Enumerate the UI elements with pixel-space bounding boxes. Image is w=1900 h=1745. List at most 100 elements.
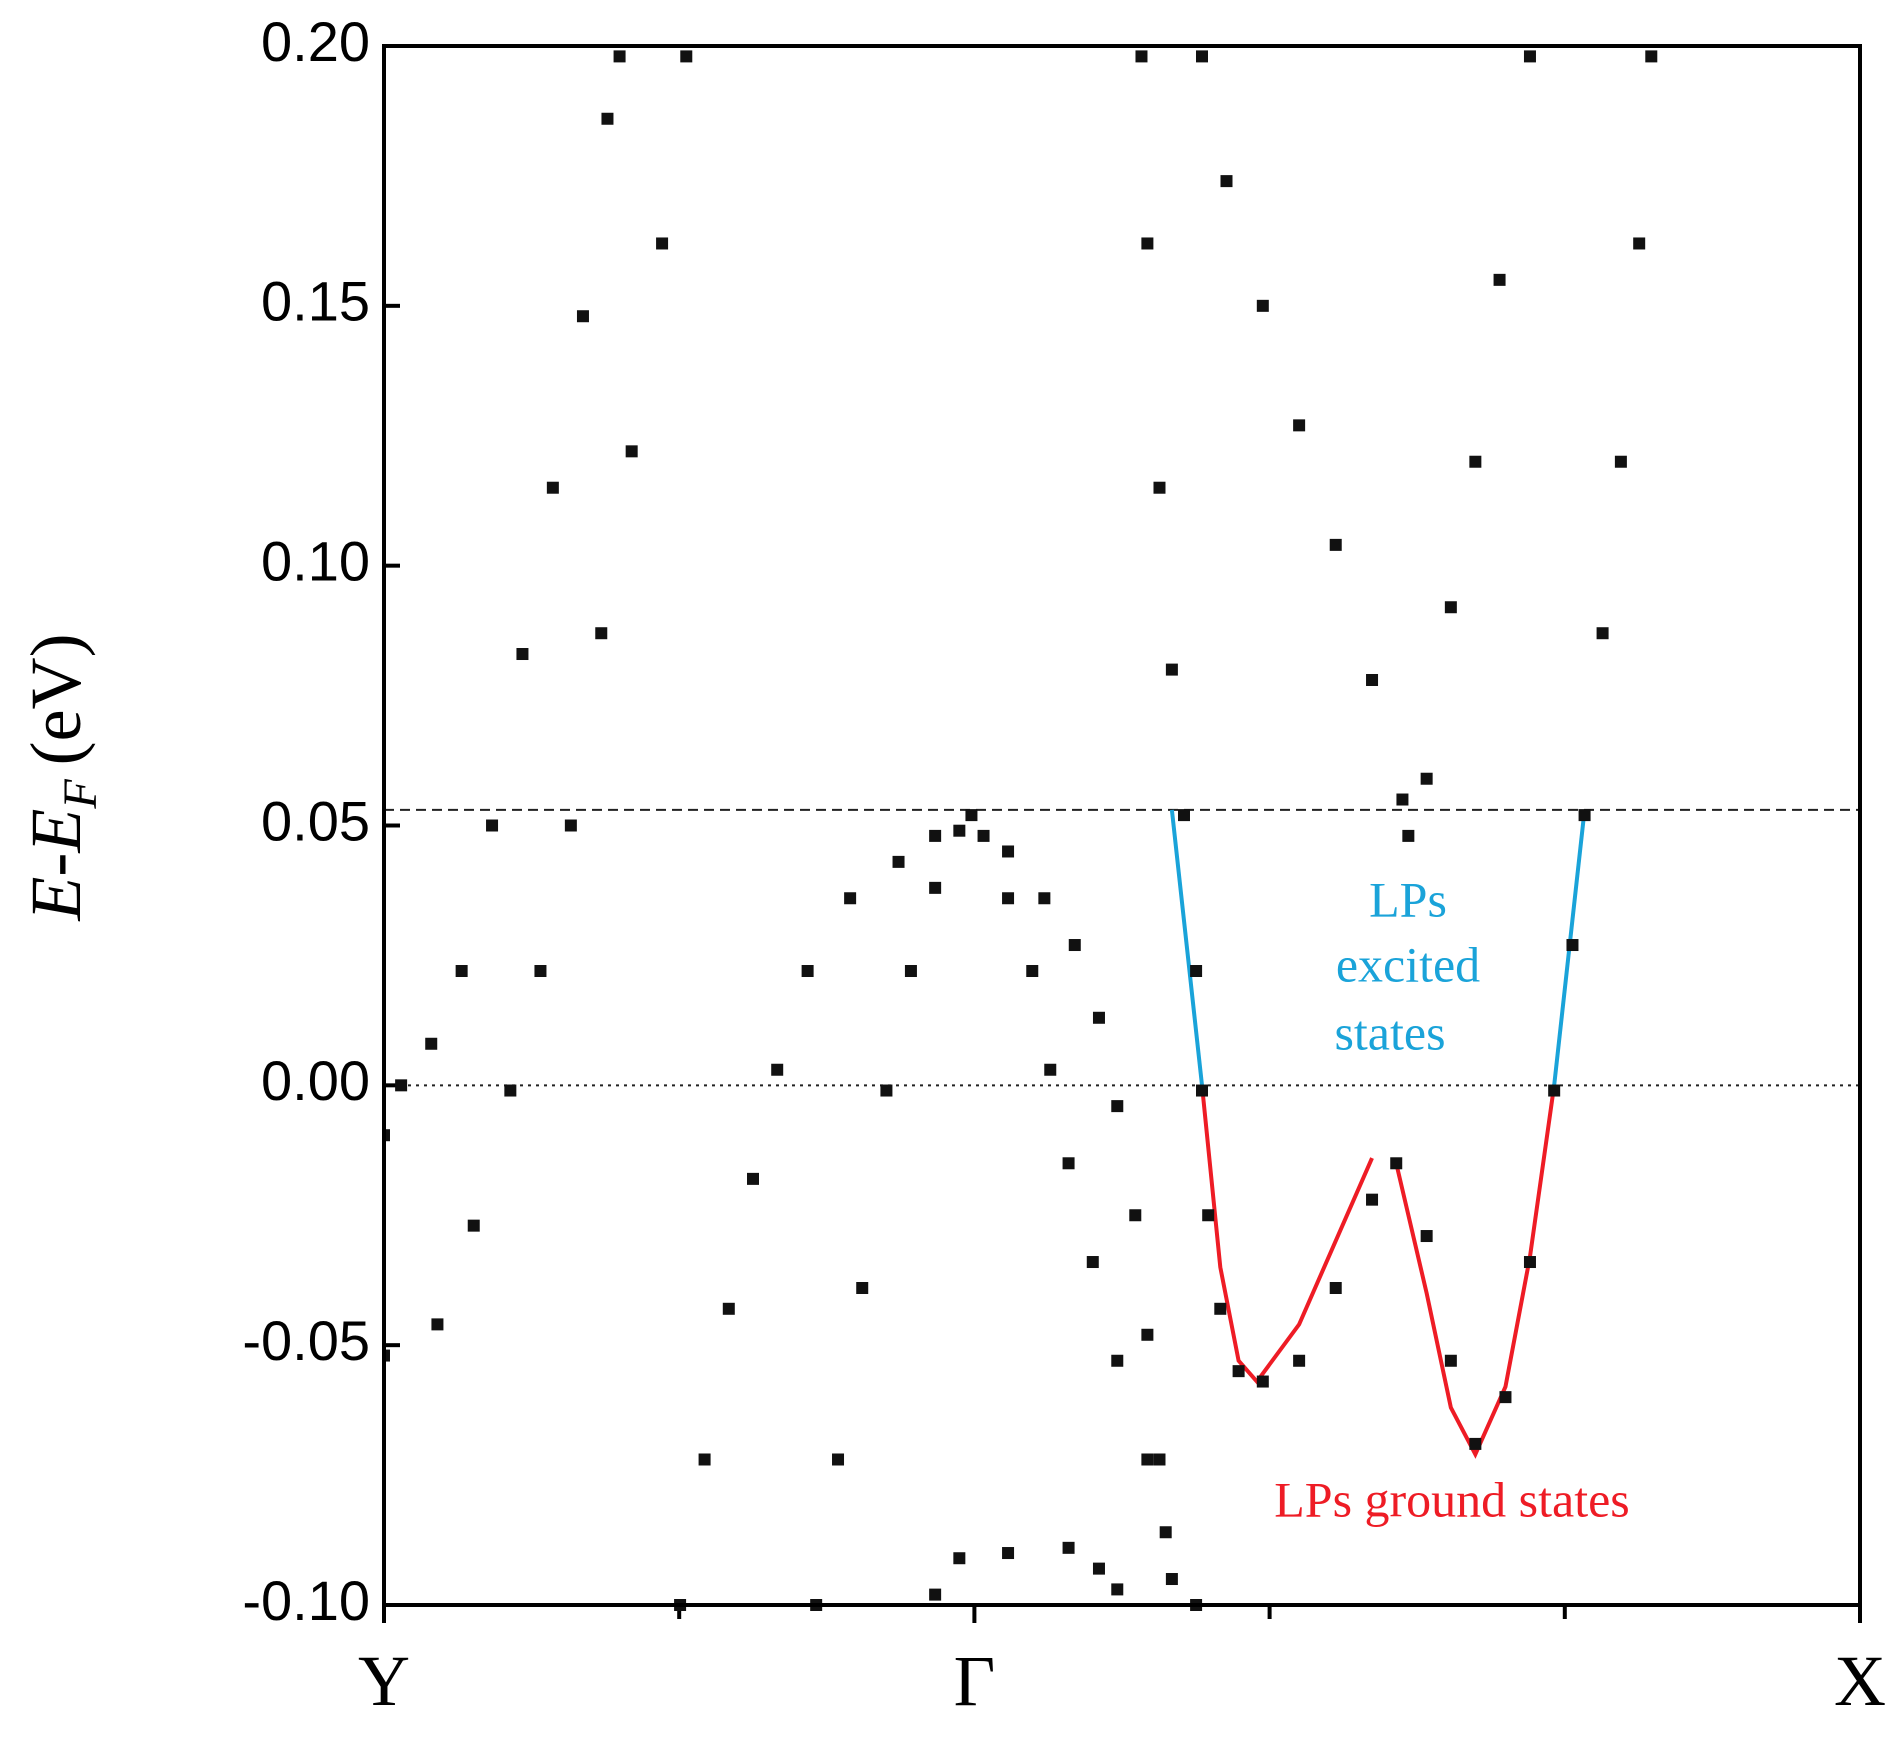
band-point (929, 1588, 942, 1601)
band-point (1202, 1209, 1215, 1222)
band-point (1578, 809, 1591, 822)
y-axis-label: E-EF (eV) (16, 633, 107, 921)
band-point (1420, 1230, 1433, 1243)
band-point (1499, 1391, 1512, 1404)
band-point (1420, 772, 1433, 785)
band-point (1135, 50, 1148, 63)
band-point (1614, 455, 1627, 468)
annotation: excited (1336, 936, 1480, 992)
band-point (953, 1552, 966, 1565)
x-tick-label: X (1834, 1641, 1886, 1721)
band-point (425, 1037, 438, 1050)
band-point (1444, 1354, 1457, 1367)
plot-area (384, 50, 1658, 1611)
band-point (1523, 1256, 1536, 1269)
band-point (534, 965, 547, 978)
band-point (384, 1129, 390, 1142)
band-point (564, 819, 577, 832)
band-point (1390, 1157, 1403, 1170)
y-tick-label: -0.05 (242, 1309, 370, 1372)
y-label-sub: F (54, 779, 107, 810)
plot-frame (382, 44, 1862, 1607)
band-point (1141, 1453, 1154, 1466)
fit-line (1200, 1085, 1374, 1385)
band-point (1293, 419, 1306, 432)
band-point (722, 1302, 735, 1315)
y-tick-label: 0.10 (261, 529, 370, 592)
band-point (1596, 627, 1609, 640)
band-point (1159, 1526, 1172, 1539)
band-point (929, 881, 942, 894)
band-point (1177, 809, 1190, 822)
band-point (1402, 829, 1415, 842)
band-point (1129, 1209, 1142, 1222)
y-label-main: E-E (16, 809, 96, 922)
band-point (1062, 1541, 1075, 1554)
annotation: LPs ground states (1274, 1471, 1630, 1527)
band-point (431, 1318, 444, 1331)
band-point (929, 829, 942, 842)
y-tick-label: -0.10 (242, 1569, 370, 1632)
band-point (1002, 1547, 1015, 1560)
band-point (680, 50, 693, 63)
band-point (1645, 50, 1658, 63)
band-point (1044, 1063, 1057, 1076)
band-point (1469, 1437, 1482, 1450)
annotation: states (1334, 1004, 1445, 1060)
band-point (1232, 1365, 1245, 1378)
band-point (613, 50, 626, 63)
band-point (516, 648, 529, 661)
band-point (467, 1219, 480, 1232)
band-point (1111, 1354, 1124, 1367)
band-point (1111, 1583, 1124, 1596)
band-point (1444, 601, 1457, 614)
band-point (395, 1079, 408, 1092)
band-point (698, 1453, 711, 1466)
fit-line (1169, 809, 1204, 1086)
y-tick-label: 0.20 (261, 10, 370, 73)
y-tick-label: 0.00 (261, 1049, 370, 1112)
band-point (1220, 175, 1233, 188)
band-point (1092, 1011, 1105, 1024)
band-point (1111, 1100, 1124, 1113)
band-point (1190, 965, 1203, 978)
y-tick-label: 0.05 (261, 789, 370, 852)
band-point (1195, 1084, 1208, 1097)
band-point (832, 1453, 845, 1466)
band-point (1002, 892, 1015, 905)
x-tick-label: Γ (954, 1641, 996, 1721)
band-point (1165, 1573, 1178, 1586)
band-point (1038, 892, 1051, 905)
band-point (601, 112, 614, 125)
band-point (656, 237, 669, 250)
band-point (965, 809, 978, 822)
band-point (1633, 237, 1646, 250)
band-point (844, 892, 857, 905)
band-point (747, 1172, 759, 1185)
band-point (1256, 1375, 1269, 1388)
band-point (1548, 1084, 1561, 1097)
band-point (1068, 939, 1081, 952)
band-point (1195, 50, 1208, 63)
band-point (1214, 1302, 1227, 1315)
band-point (904, 965, 917, 978)
band-point (953, 824, 966, 837)
band-point (801, 965, 814, 978)
band-point (1026, 965, 1039, 978)
band-point (1329, 538, 1342, 551)
band-point (1141, 237, 1154, 250)
fit-line (1394, 1085, 1557, 1459)
band-point (1366, 673, 1379, 686)
band-point (1165, 663, 1178, 676)
band-point (1566, 939, 1579, 952)
band-point (455, 965, 468, 978)
annotation: LPs (1369, 871, 1447, 927)
band-point (1293, 1354, 1306, 1367)
band-point (595, 627, 608, 640)
band-point (771, 1063, 784, 1076)
band-point (504, 1084, 517, 1097)
band-point (1153, 481, 1166, 494)
band-point (1523, 50, 1536, 63)
